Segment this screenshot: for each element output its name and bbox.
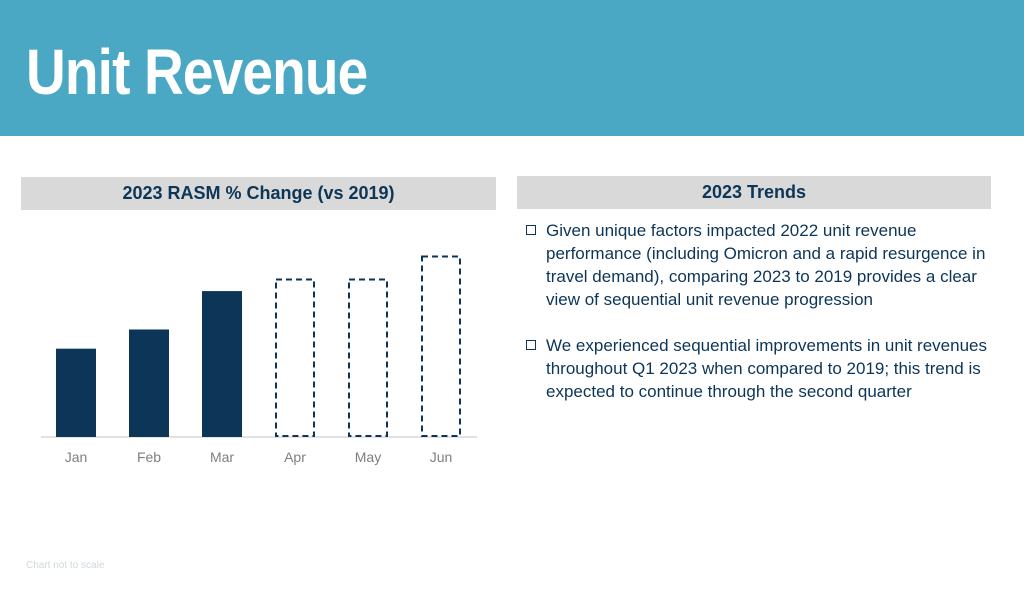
bar-feb [129,329,169,437]
x-tick-label: May [355,449,381,465]
bar-may [348,278,388,437]
title-banner: Unit Revenue [0,0,1024,136]
checkbox-bullet-icon [526,340,536,350]
chart-title: 2023 RASM % Change (vs 2019) [21,177,496,210]
chart-footnote: Chart not to scale [26,560,105,571]
x-tick-label: Jun [430,449,453,465]
bar-mar [202,291,242,437]
trends-title: 2023 Trends [517,176,991,209]
rasm-bar-chart: Jan Feb Mar Apr May Jun [41,255,477,465]
x-tick-label: Feb [137,449,161,465]
bar-apr [275,278,315,437]
x-tick-label: Apr [284,449,306,465]
trends-list: Given unique factors impacted 2022 unit … [526,219,996,426]
x-tick-label: Mar [210,449,234,465]
page-title: Unit Revenue [26,36,368,108]
trend-text: Given unique factors impacted 2022 unit … [546,221,986,309]
bar-jan [56,348,96,437]
trend-bullet: Given unique factors impacted 2022 unit … [526,219,996,311]
x-tick-label: Jan [65,449,88,465]
trend-bullet: We experienced sequential improvements i… [526,334,996,403]
trend-text: We experienced sequential improvements i… [546,336,987,401]
checkbox-bullet-icon [526,225,536,235]
bar-jun [421,255,461,437]
